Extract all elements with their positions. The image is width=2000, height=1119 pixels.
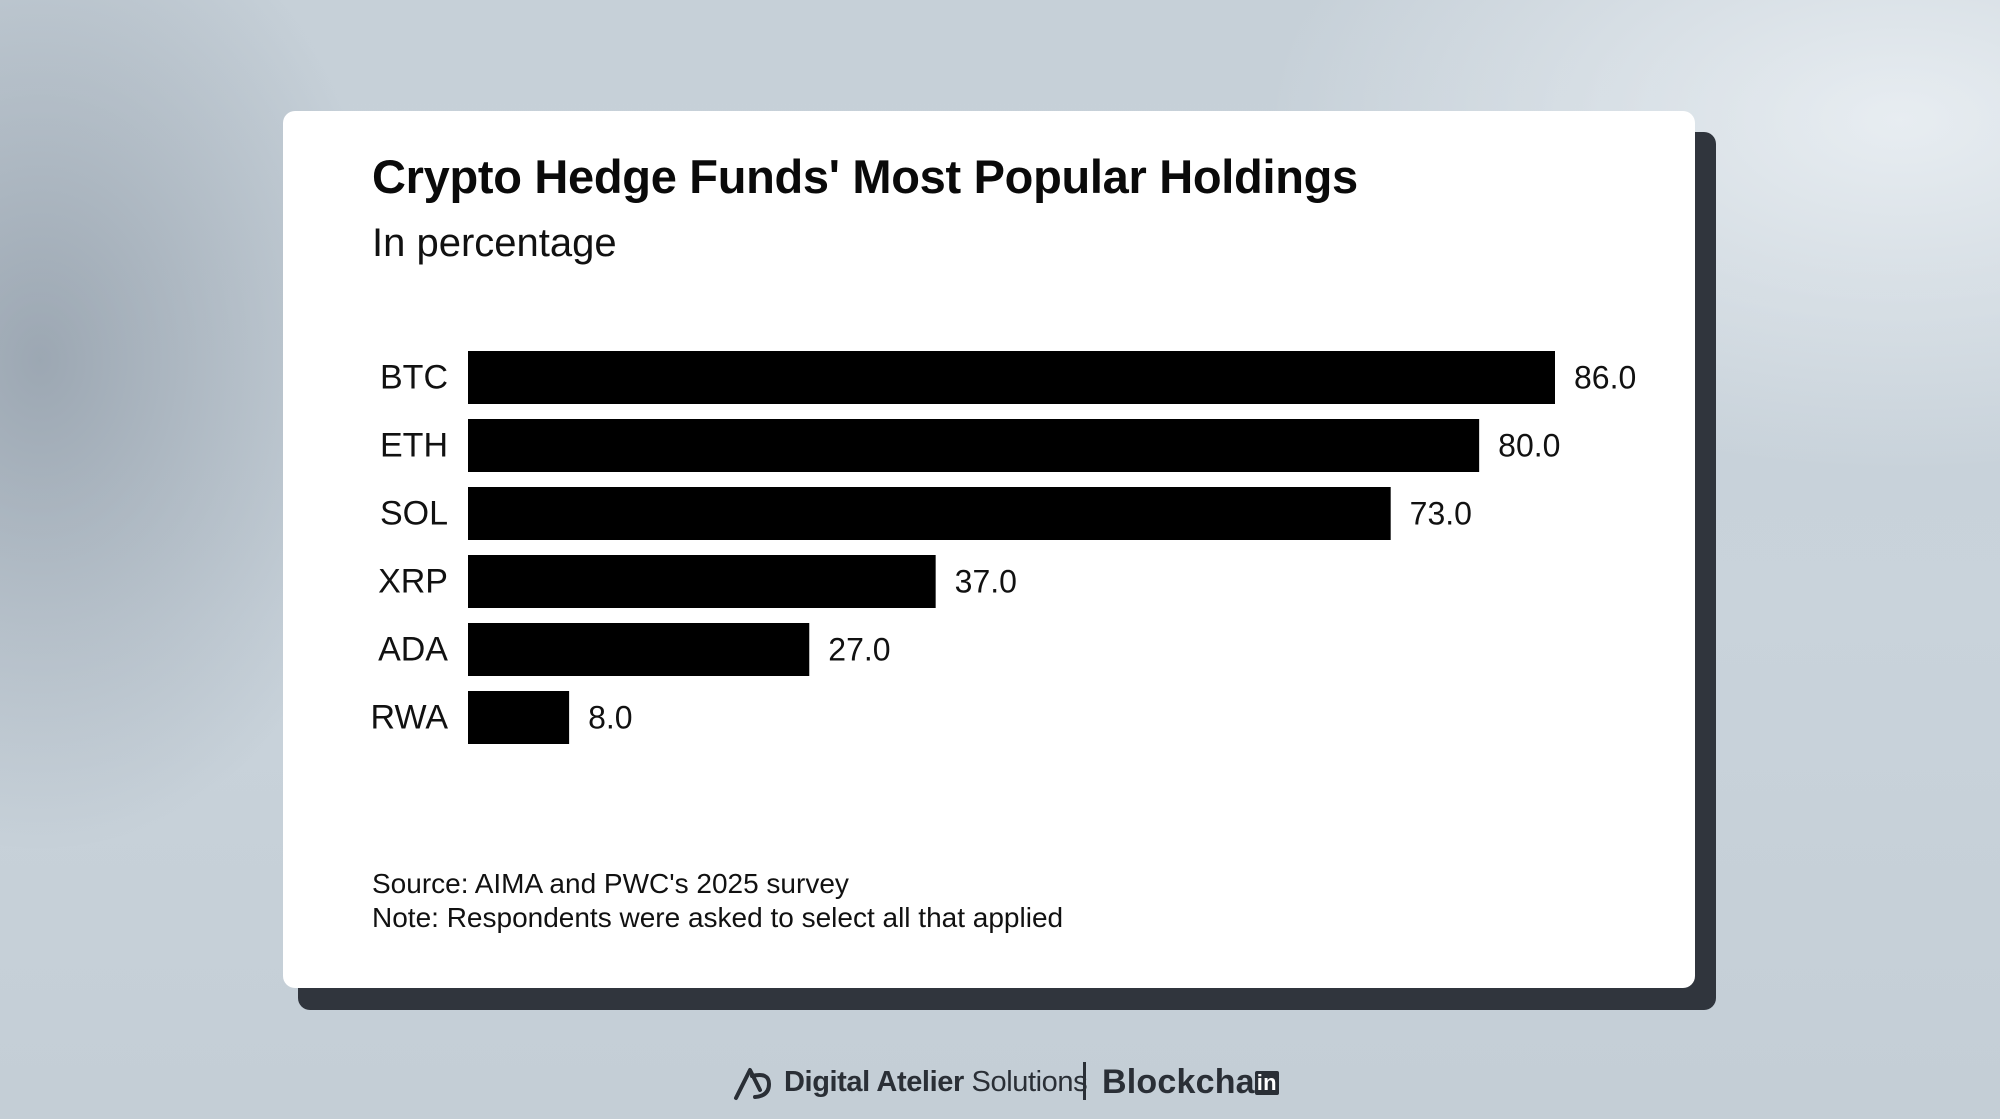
blockchain-brand: Blockchain (1102, 1063, 1279, 1102)
bar-rwa (468, 691, 570, 744)
brand-name-strong: Digital Atelier (784, 1066, 964, 1098)
bar-ada (468, 623, 810, 676)
footer-branding: Digital Atelier Solutions Blockchain (0, 1058, 2000, 1108)
survey-note: Note: Respondents were asked to select a… (372, 902, 1064, 933)
category-label-eth: ETH (380, 427, 448, 465)
bar-chart: BTC 86.0 ETH 80.0 SOL 73.0 XRP 37.0 ADA 27.0 RWA 8.… (371, 351, 1636, 744)
blockchain-brand-badge: in (1254, 1070, 1279, 1095)
blockchain-brand-text: Blockcha (1102, 1063, 1255, 1101)
chart-title: Crypto Hedge Funds' Most Popular Holding… (372, 150, 1358, 203)
value-label-rwa: 8.0 (588, 700, 632, 736)
digital-atelier-logo-icon (734, 1068, 772, 1100)
category-label-sol: SOL (380, 495, 448, 533)
bar-btc (468, 351, 1555, 404)
chart-subtitle: In percentage (372, 221, 617, 265)
value-label-btc: 86.0 (1574, 360, 1636, 396)
source-note: Source: AIMA and PWC's 2025 survey (372, 868, 849, 899)
bar-sol (468, 487, 1391, 540)
value-label-ada: 27.0 (828, 632, 890, 668)
digital-atelier-brand: Digital Atelier Solutions (784, 1066, 1088, 1099)
brand-name-light: Solutions (971, 1066, 1088, 1098)
value-label-sol: 73.0 (1410, 496, 1472, 532)
value-label-eth: 80.0 (1498, 428, 1560, 464)
bar-group: BTC 86.0 ETH 80.0 SOL 73.0 XRP 37.0 ADA 27.0 RWA 8.… (371, 351, 1636, 744)
category-label-xrp: XRP (378, 563, 448, 601)
category-label-btc: BTC (380, 359, 448, 397)
category-label-ada: ADA (378, 631, 448, 669)
bar-xrp (468, 555, 936, 608)
brand-divider (1083, 1062, 1086, 1100)
category-label-rwa: RWA (371, 699, 449, 737)
bar-eth (468, 419, 1480, 472)
value-label-xrp: 37.0 (955, 564, 1017, 600)
chart-card: Crypto Hedge Funds' Most Popular Holding… (283, 111, 1695, 988)
